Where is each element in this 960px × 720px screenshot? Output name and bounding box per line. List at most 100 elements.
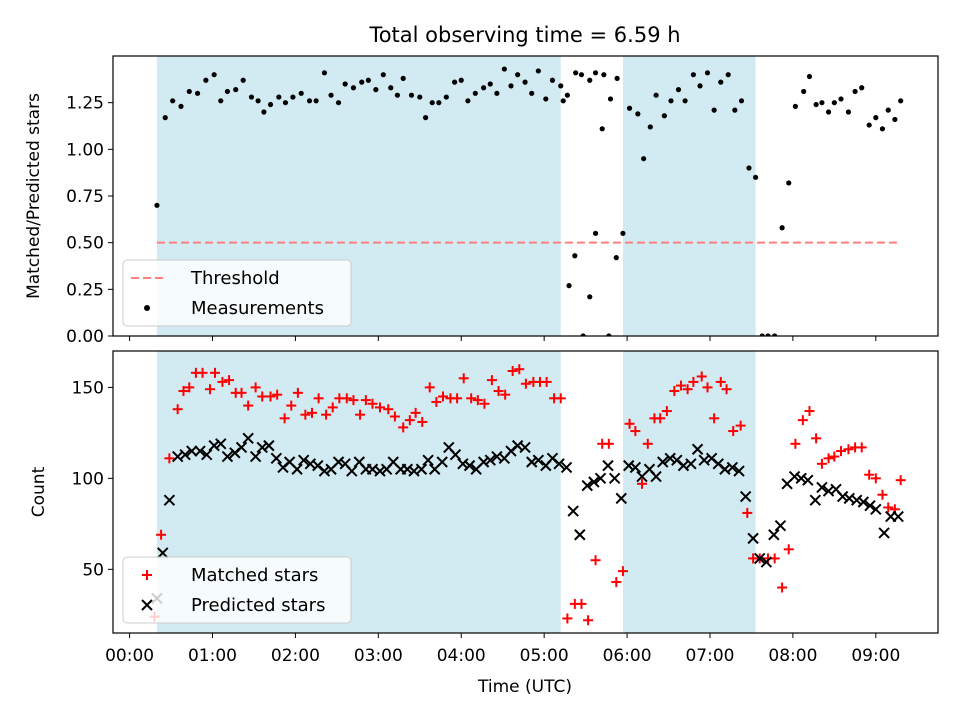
matched-star-point	[217, 376, 228, 387]
legend-label: Matched stars	[191, 565, 318, 586]
measurement-point	[635, 111, 641, 117]
predicted-star-point	[857, 496, 870, 508]
measurement-point	[599, 126, 605, 132]
top-data-marks	[154, 66, 904, 336]
measurement-point	[487, 81, 493, 87]
matched-star-point	[829, 451, 840, 462]
bottom-ytick-label: 50	[82, 560, 104, 580]
measurement-point	[501, 66, 507, 72]
measurement-point	[452, 79, 458, 85]
predicted-star-point	[768, 529, 780, 541]
matched-star-point	[669, 386, 680, 397]
measurement-point	[233, 87, 239, 93]
predicted-star-point	[263, 439, 275, 452]
predicted-star-point	[208, 439, 220, 452]
matched-star-point	[306, 407, 317, 418]
xtick-label: 00:00	[105, 646, 154, 666]
measurement-point	[825, 109, 832, 115]
predicted-star-point	[194, 445, 206, 457]
matched-star-point	[856, 442, 867, 453]
predicted-star-point	[532, 454, 545, 466]
measurement-point	[898, 98, 904, 104]
matched-star-point	[661, 406, 672, 417]
x-axis-label: Time (UTC)	[477, 677, 572, 697]
predicted-star-point	[615, 492, 627, 505]
matched-star-point	[514, 364, 525, 375]
measurement-point	[759, 333, 765, 336]
matched-star-point	[224, 375, 235, 386]
predicted-star-point	[685, 458, 697, 470]
measurement-point	[443, 94, 449, 100]
measurement-point	[162, 115, 168, 121]
matched-star-point	[682, 384, 693, 395]
measurement-point	[718, 79, 724, 85]
matched-star-point	[479, 398, 490, 409]
measurement-point	[641, 156, 647, 162]
matched-star-point	[398, 422, 409, 433]
matched-star-point	[636, 478, 647, 489]
matched-star-point	[493, 386, 504, 397]
predicted-star-point	[179, 448, 191, 461]
predicted-star-point	[332, 456, 345, 468]
measurement-point	[290, 94, 296, 100]
predicted-star-point	[221, 450, 234, 463]
predicted-star-point	[664, 452, 676, 465]
matched-star-point	[458, 373, 469, 384]
matched-star-point	[735, 420, 746, 431]
legend-label: Measurements	[191, 298, 324, 319]
matched-star-point	[355, 409, 366, 420]
matched-star-point	[702, 382, 713, 393]
measurement-point	[578, 72, 585, 78]
matched-star-point	[164, 453, 175, 464]
matched-star-point	[617, 566, 628, 577]
measurement-point	[786, 180, 792, 186]
measurement-point	[186, 88, 192, 95]
legend-label: Predicted stars	[191, 595, 325, 616]
measurement-point	[342, 81, 348, 87]
matched-star-point	[611, 577, 622, 588]
measurement-point	[573, 70, 579, 76]
measurement-point	[866, 122, 872, 128]
measurement-point	[725, 72, 731, 78]
predicted-star-point	[733, 465, 745, 477]
predicted-star-point	[870, 503, 882, 515]
predicted-star-point	[415, 463, 428, 475]
matched-star-point	[472, 395, 483, 406]
xtick-label: 06:00	[603, 646, 652, 666]
predicted-star-point	[602, 459, 614, 472]
measurement-point	[704, 70, 711, 76]
top-panel: 0.00 0.25 0.50 0.75 1.00 1.25 Threshold Measure…	[66, 55, 939, 347]
measurement-point	[494, 90, 500, 96]
matched-star-point	[486, 375, 497, 386]
matched-star-point	[721, 384, 732, 395]
measurement-point	[647, 124, 653, 130]
matched-star-point	[348, 395, 359, 406]
measurement-point	[779, 225, 785, 231]
measurement-point	[592, 230, 599, 236]
measurement-point	[564, 92, 570, 98]
measurement-point	[515, 72, 521, 78]
predicted-star-point	[657, 456, 669, 468]
predicted-star-point	[477, 456, 490, 468]
matched-star-point	[265, 391, 276, 402]
predicted-star-point	[878, 527, 890, 539]
matched-star-point	[583, 615, 594, 626]
measurement-point	[675, 87, 682, 93]
measurement-point	[417, 94, 423, 100]
matched-star-point	[178, 386, 189, 397]
bottom-legend: Matched stars Predicted stars	[122, 556, 352, 624]
matched-star-point	[877, 489, 888, 500]
legend-label: Threshold	[190, 268, 280, 289]
matched-star-point	[250, 382, 261, 393]
measurement-point	[465, 98, 471, 104]
matched-star-point	[452, 393, 463, 404]
predicted-star-point	[788, 470, 801, 483]
measurement-point	[732, 107, 738, 113]
matched-star-point	[870, 473, 881, 484]
predicted-star-point	[374, 465, 386, 477]
measurement-point	[178, 103, 184, 109]
measurement-point	[282, 100, 289, 106]
predicted-star-point	[401, 463, 414, 475]
xtick-label: 08:00	[768, 646, 817, 666]
